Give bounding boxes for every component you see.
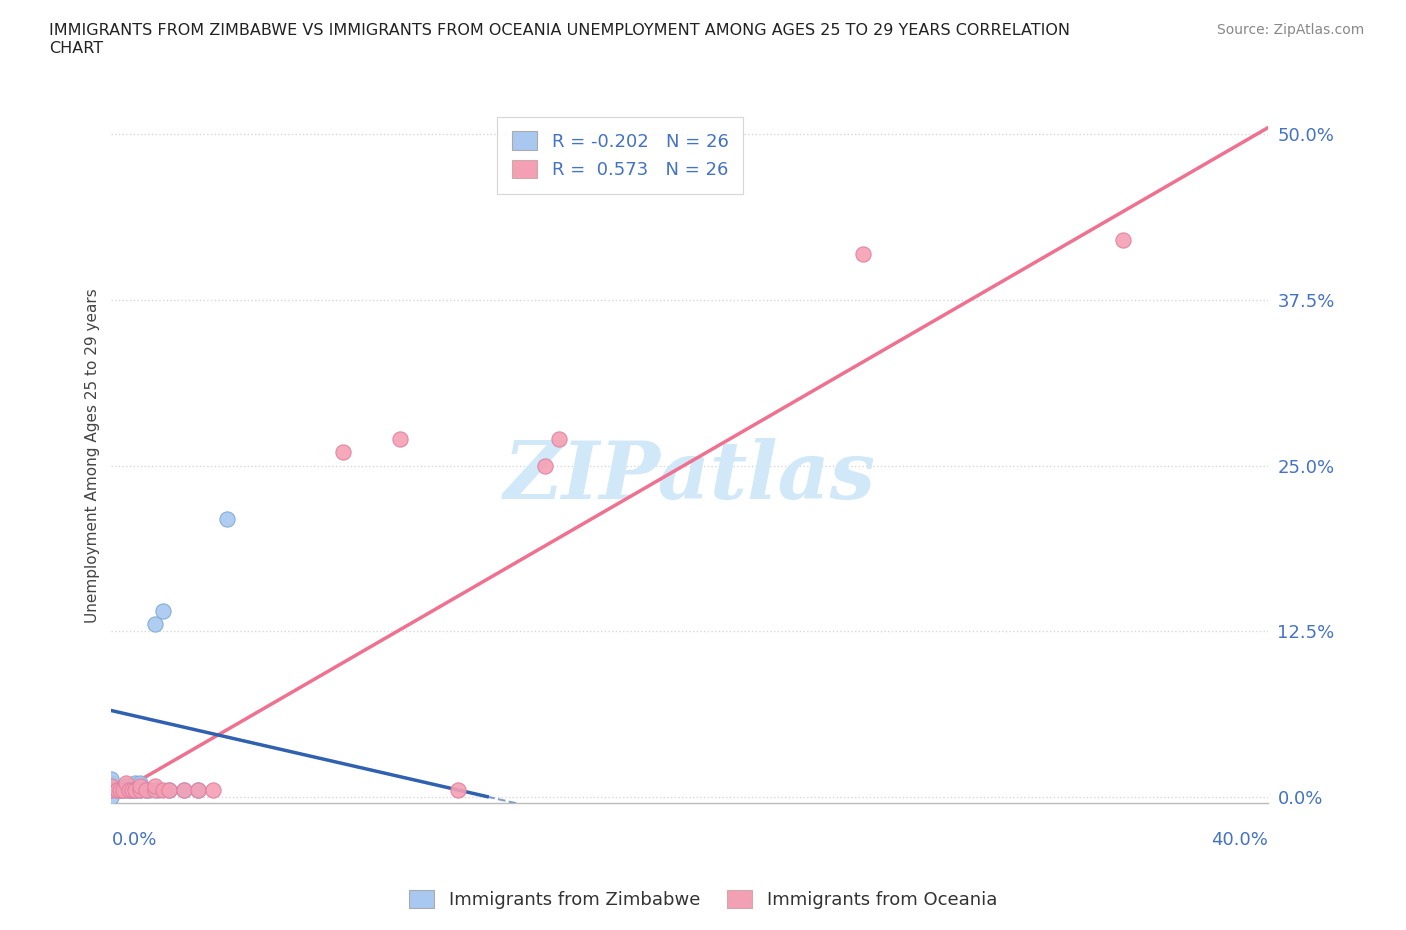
- Point: [157, 782, 180, 797]
- Point: [100, 782, 122, 797]
- Point: [111, 782, 134, 797]
- Point: [143, 782, 166, 797]
- Point: [100, 772, 122, 787]
- Point: [187, 782, 209, 797]
- Point: [173, 782, 195, 797]
- Text: ZIPatlas: ZIPatlas: [503, 438, 876, 515]
- Point: [157, 782, 180, 797]
- Point: [129, 778, 152, 793]
- Point: [127, 782, 149, 797]
- Point: [146, 782, 169, 797]
- Point: [138, 782, 160, 797]
- Point: [118, 782, 141, 797]
- Point: [100, 790, 122, 804]
- Point: [173, 782, 195, 797]
- Point: [105, 782, 128, 797]
- Point: [115, 778, 138, 793]
- Text: IMMIGRANTS FROM ZIMBABWE VS IMMIGRANTS FROM OCEANIA UNEMPLOYMENT AMONG AGES 25 T: IMMIGRANTS FROM ZIMBABWE VS IMMIGRANTS F…: [49, 23, 1070, 56]
- Point: [108, 782, 131, 797]
- Point: [100, 778, 122, 793]
- Point: [100, 776, 122, 790]
- Text: Source: ZipAtlas.com: Source: ZipAtlas.com: [1216, 23, 1364, 37]
- Point: [389, 432, 412, 446]
- Point: [129, 782, 152, 797]
- Point: [100, 782, 122, 797]
- Point: [215, 512, 238, 526]
- Legend: R = -0.202   N = 26, R =  0.573   N = 26: R = -0.202 N = 26, R = 0.573 N = 26: [498, 117, 742, 193]
- Point: [108, 782, 131, 797]
- Point: [152, 604, 174, 618]
- Point: [124, 776, 146, 790]
- Point: [111, 782, 134, 797]
- Point: [143, 778, 166, 793]
- Point: [447, 782, 470, 797]
- Text: 40.0%: 40.0%: [1211, 831, 1268, 849]
- Point: [124, 782, 146, 797]
- Point: [143, 617, 166, 631]
- Point: [118, 782, 141, 797]
- Point: [534, 458, 557, 473]
- Y-axis label: Unemployment Among Ages 25 to 29 years: Unemployment Among Ages 25 to 29 years: [86, 288, 100, 623]
- Point: [124, 782, 146, 797]
- Point: [1112, 233, 1135, 248]
- Point: [548, 432, 571, 446]
- Point: [121, 782, 143, 797]
- Point: [129, 776, 152, 790]
- Point: [201, 782, 224, 797]
- Point: [105, 782, 128, 797]
- Point: [852, 246, 875, 261]
- Point: [135, 782, 157, 797]
- Point: [115, 776, 138, 790]
- Legend: Immigrants from Zimbabwe, Immigrants from Oceania: Immigrants from Zimbabwe, Immigrants fro…: [402, 883, 1004, 916]
- Text: 0.0%: 0.0%: [111, 831, 157, 849]
- Point: [115, 782, 138, 797]
- Point: [100, 778, 122, 793]
- Point: [152, 782, 174, 797]
- Point: [129, 782, 152, 797]
- Point: [135, 782, 157, 797]
- Point: [121, 782, 143, 797]
- Point: [332, 445, 354, 459]
- Point: [187, 782, 209, 797]
